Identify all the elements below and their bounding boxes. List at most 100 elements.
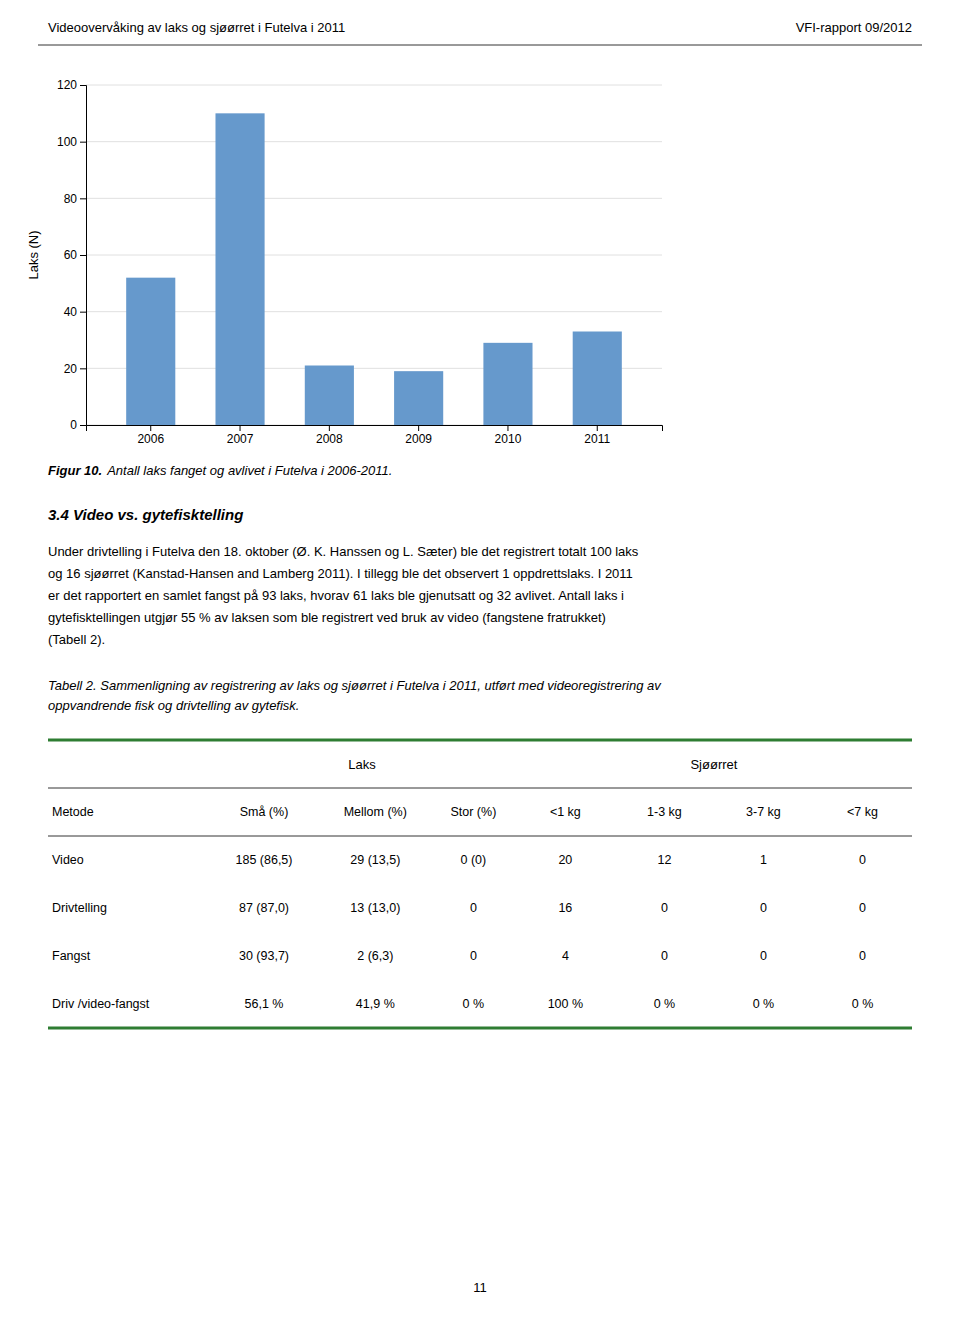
section-heading: 3.4 Video vs. gytefisktelling bbox=[48, 506, 243, 523]
table-column-header: Små (%) bbox=[240, 805, 289, 819]
table-cell: Video bbox=[52, 853, 84, 867]
y-tick: 20 bbox=[64, 362, 86, 376]
table-cell: Drivtelling bbox=[52, 901, 107, 915]
table-cell: 0 bbox=[760, 901, 767, 915]
tick-mark bbox=[80, 85, 86, 86]
tick-label: 2006 bbox=[137, 432, 164, 446]
tick-mark bbox=[80, 368, 86, 369]
table-cell: 16 bbox=[558, 901, 572, 915]
table-cell: 30 (93,7) bbox=[239, 949, 289, 963]
tick-mark bbox=[80, 312, 86, 313]
table-cell: 100 % bbox=[548, 997, 583, 1011]
paragraph: Under drivtelling i Futelva den 18. okto… bbox=[48, 544, 639, 647]
table-column-header: 3-7 kg bbox=[746, 805, 781, 819]
tick-label: 2007 bbox=[227, 432, 254, 446]
figure-caption: Figur 10.Antall laks fanget og avlivet i… bbox=[48, 463, 392, 478]
tick-label: 20 bbox=[64, 362, 78, 376]
table-column-header: Metode bbox=[52, 805, 94, 819]
tick-mark bbox=[80, 425, 86, 426]
y-axis: 0 20 40 60 80 100 120 bbox=[57, 78, 87, 432]
y-tick: 0 bbox=[70, 418, 86, 432]
table-rule bbox=[48, 788, 912, 789]
bars bbox=[126, 113, 622, 425]
table-top-rule bbox=[48, 739, 912, 742]
table-cell: 0 bbox=[661, 901, 668, 915]
tick-label: 2011 bbox=[584, 432, 610, 446]
page-header-right: VFI-rapport 09/2012 bbox=[796, 20, 912, 35]
tick-mark bbox=[240, 425, 241, 431]
table-column-header: <1 kg bbox=[550, 805, 581, 819]
tick-label: 120 bbox=[57, 78, 77, 92]
table-caption: Tabell 2. Sammenligning av registrering … bbox=[48, 678, 662, 713]
bar bbox=[126, 278, 175, 425]
table-cell: 56,1 % bbox=[245, 997, 284, 1011]
x-tick: 2007 bbox=[227, 425, 254, 446]
grid-line bbox=[86, 85, 662, 86]
table-column-header: Mellom (%) bbox=[344, 805, 407, 819]
table-bottom-rule bbox=[48, 1027, 912, 1030]
axis-domain bbox=[87, 426, 663, 432]
table-caption-line: oppvandrende fisk og drivtelling av gyte… bbox=[48, 698, 299, 713]
grid bbox=[86, 85, 662, 425]
y-tick: 60 bbox=[64, 248, 86, 262]
grid-line bbox=[86, 255, 662, 256]
table-cell: 13 (13,0) bbox=[350, 901, 400, 915]
table-cell: 0 (0) bbox=[461, 853, 487, 867]
table-column-header: <7 kg bbox=[847, 805, 878, 819]
tick-mark bbox=[150, 425, 151, 431]
table-caption-line: Tabell 2. Sammenligning av registrering … bbox=[48, 678, 662, 693]
bar bbox=[305, 366, 354, 426]
y-tick: 40 bbox=[64, 305, 86, 319]
page: Videoovervåking av laks og sjøørret i Fu… bbox=[0, 0, 960, 1318]
y-axis-label: Laks (N) bbox=[26, 230, 41, 279]
table-column-header: 1-3 kg bbox=[647, 805, 682, 819]
table-cell: 29 (13,5) bbox=[350, 853, 400, 867]
x-axis: 200620072008200920102011 bbox=[87, 425, 663, 446]
table-cell: 0 bbox=[470, 949, 477, 963]
tick-label: 40 bbox=[64, 305, 78, 319]
tick-mark bbox=[80, 142, 86, 143]
tick-mark bbox=[80, 198, 86, 199]
table-cell: 0 % bbox=[463, 997, 485, 1011]
y-tick: 100 bbox=[57, 135, 86, 149]
page-number: 11 bbox=[473, 1280, 487, 1295]
y-tick: 80 bbox=[64, 192, 86, 206]
y-tick: 120 bbox=[57, 78, 86, 92]
bar bbox=[573, 332, 622, 426]
table-cell: 2 (6,3) bbox=[357, 949, 393, 963]
bar bbox=[483, 343, 532, 425]
table: LaksSjøørretMetodeSmå (%)Mellom (%)Stor … bbox=[48, 740, 912, 1028]
table-cell: 0 % bbox=[654, 997, 676, 1011]
tick-label: 2008 bbox=[316, 432, 343, 446]
tick-mark bbox=[80, 255, 86, 256]
table-column-header: Stor (%) bbox=[450, 805, 496, 819]
table-cell: 41,9 % bbox=[356, 997, 395, 1011]
table-cell: 0 % bbox=[852, 997, 874, 1011]
table-cell: 0 bbox=[859, 901, 866, 915]
grid-line bbox=[86, 141, 662, 142]
table-cell: 12 bbox=[657, 853, 671, 867]
table-cell: Driv /video-fangst bbox=[52, 997, 150, 1011]
tick-label: 100 bbox=[57, 135, 77, 149]
tick-label: 60 bbox=[64, 248, 78, 262]
table-cell: 4 bbox=[562, 949, 569, 963]
header-rule bbox=[38, 45, 922, 46]
bar bbox=[215, 113, 264, 425]
table-cell: 0 bbox=[760, 949, 767, 963]
table-cell: 20 bbox=[558, 853, 572, 867]
tick-mark bbox=[597, 425, 598, 431]
page-header-left: Videoovervåking av laks og sjøørret i Fu… bbox=[48, 20, 345, 35]
table-cell: 0 bbox=[859, 853, 866, 867]
tick-label: 2009 bbox=[405, 432, 432, 446]
grid-line bbox=[86, 198, 662, 199]
figure-label: Figur 10. bbox=[48, 463, 102, 478]
table-cell: Fangst bbox=[52, 949, 91, 963]
table-rule bbox=[48, 836, 912, 837]
paragraph-line: gytefisktellingen utgjør 55 % av laksen … bbox=[48, 610, 606, 625]
table-cell: 1 bbox=[760, 853, 767, 867]
table-cell: 87 (87,0) bbox=[239, 901, 289, 915]
paragraph-line: er det rapportert en samlet fangst på 93… bbox=[48, 588, 624, 603]
tick-label: 0 bbox=[70, 418, 77, 432]
table-group-header: Sjøørret bbox=[690, 757, 737, 772]
paragraph-line: og 16 sjøørret (Kanstad-Hansen and Lambe… bbox=[48, 566, 633, 581]
